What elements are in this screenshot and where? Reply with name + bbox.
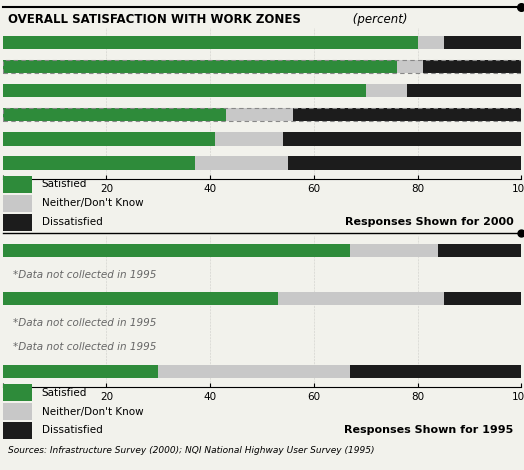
Text: Dissatisfied: Dissatisfied [41,425,102,436]
Bar [3,108,226,121]
FancyBboxPatch shape [3,422,32,439]
Bar [3,365,158,378]
Bar [215,132,283,146]
Text: OVERALL SATISFACTION WITH WORK ZONES: OVERALL SATISFACTION WITH WORK ZONES [8,14,301,26]
FancyBboxPatch shape [3,403,32,420]
FancyBboxPatch shape [3,384,32,401]
Text: Neither/Don't Know: Neither/Don't Know [41,198,143,208]
Bar [226,108,293,121]
Bar [443,36,521,49]
Bar [3,84,366,97]
Bar [283,132,521,146]
Bar [350,365,521,378]
Text: Sources: Infrastructure Survey (2000); NQI National Highway User Survey (1995): Sources: Infrastructure Survey (2000); N… [8,446,374,455]
Bar [278,292,443,306]
Text: Satisfied: Satisfied [41,180,87,189]
Text: Dissatisfied: Dissatisfied [41,217,102,227]
Text: Satisfied: Satisfied [41,388,87,398]
Bar [3,132,215,146]
Bar [3,60,397,73]
Bar [3,292,278,306]
Text: Responses Shown for 2000: Responses Shown for 2000 [345,217,514,227]
Bar [366,84,407,97]
Text: *Data not collected in 1995: *Data not collected in 1995 [13,318,156,328]
Text: *Data not collected in 1995: *Data not collected in 1995 [13,342,156,352]
Bar [3,36,418,49]
Bar [407,84,521,97]
Bar [158,365,350,378]
Bar [423,60,521,73]
Text: Responses Shown for 1995: Responses Shown for 1995 [344,425,514,435]
Bar [418,36,443,49]
Text: Neither/Don't Know: Neither/Don't Know [41,407,143,416]
FancyBboxPatch shape [3,214,32,231]
Bar [397,60,423,73]
Bar [288,157,521,170]
FancyBboxPatch shape [3,176,32,193]
Bar [3,244,350,257]
Bar [3,157,194,170]
Bar [350,244,439,257]
Bar [443,292,521,306]
Bar [194,157,288,170]
Text: *Data not collected in 1995: *Data not collected in 1995 [13,270,156,280]
Bar [439,244,521,257]
Bar [293,108,521,121]
Text: (percent): (percent) [349,14,408,26]
FancyBboxPatch shape [3,195,32,212]
